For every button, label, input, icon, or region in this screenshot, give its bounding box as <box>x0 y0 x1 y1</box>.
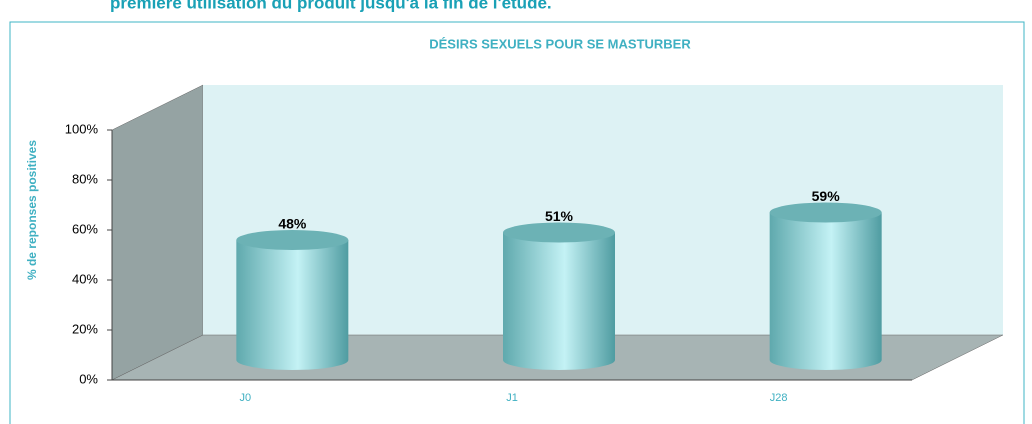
cylinder <box>503 232 615 370</box>
cylinder-top <box>769 202 882 223</box>
x-tick-label: J1 <box>506 392 518 404</box>
cylinder-top <box>503 222 615 243</box>
y-axis-label: % de reponses positives <box>25 140 39 280</box>
value-label: 59% <box>812 188 841 204</box>
value-label: 51% <box>545 208 574 224</box>
y-tick-label: 40% <box>72 271 98 286</box>
y-tick-label: 100% <box>65 121 99 136</box>
value-label: 48% <box>278 216 307 232</box>
y-tick-label: 60% <box>72 221 98 236</box>
y-tick-label: 20% <box>72 321 98 336</box>
y-tick-label: 0% <box>79 371 98 386</box>
header-text: première utilisation du produit jusqu'à … <box>110 0 552 12</box>
side-wall <box>111 84 204 381</box>
x-tick-label: J28 <box>770 392 788 404</box>
cylinder <box>769 212 882 370</box>
chart-title: DÉSIRS SEXUELS POUR SE MASTURBER <box>429 36 691 51</box>
cylinder <box>236 240 349 370</box>
cylinder-top <box>236 230 349 250</box>
y-tick-label: 80% <box>72 171 98 186</box>
x-tick-label: J0 <box>240 392 252 404</box>
chart-frame <box>9 21 1025 424</box>
